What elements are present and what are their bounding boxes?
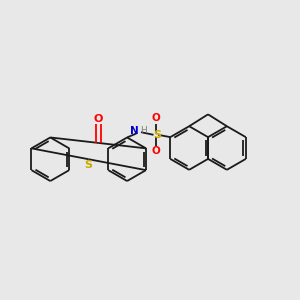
- Text: N: N: [130, 126, 139, 136]
- Text: S: S: [153, 130, 161, 140]
- Text: O: O: [152, 113, 161, 123]
- Text: O: O: [152, 146, 161, 156]
- Text: H: H: [140, 126, 147, 135]
- Text: O: O: [94, 114, 103, 124]
- Text: S: S: [85, 160, 93, 170]
